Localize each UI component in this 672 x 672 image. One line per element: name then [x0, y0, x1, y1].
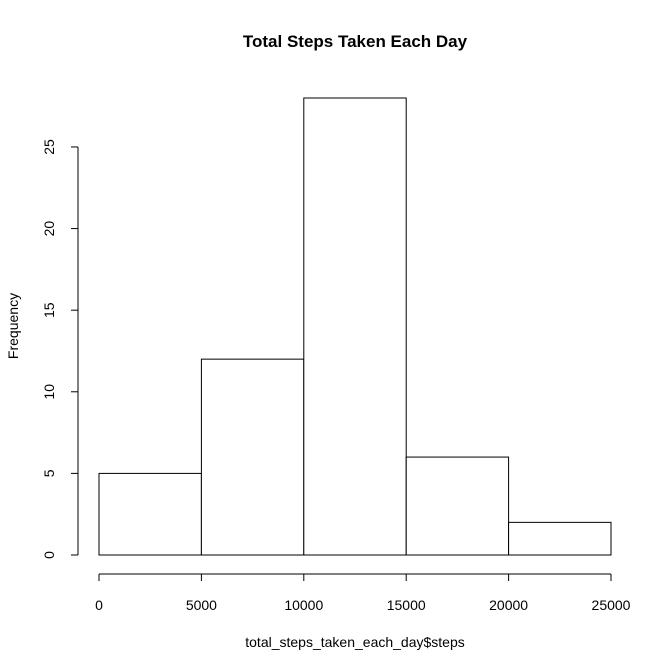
y-tick-label-0: 0 [41, 551, 57, 559]
x-tick-label-0: 0 [95, 597, 103, 613]
x-tick-label-2: 10000 [284, 597, 323, 613]
bars-group [98, 97, 612, 556]
y-tick-label-1: 5 [41, 469, 57, 477]
bar-4 [508, 521, 612, 556]
y-tick-label-3: 15 [41, 302, 57, 318]
bar-1 [200, 358, 305, 556]
x-tick-label-1: 5000 [186, 597, 217, 613]
y-axis: 0 5 10 15 20 25 [41, 139, 79, 559]
x-tick-label-5: 25000 [592, 597, 631, 613]
x-axis-label: total_steps_taken_each_day$steps [245, 634, 465, 650]
x-tick-label-3: 15000 [387, 597, 426, 613]
chart-title: Total Steps Taken Each Day [243, 32, 468, 51]
y-tick-label-2: 10 [41, 384, 57, 400]
bar-3 [405, 456, 510, 556]
y-axis-label: Frequency [5, 293, 21, 359]
x-tick-label-4: 20000 [489, 597, 528, 613]
y-tick-label-5: 25 [41, 139, 57, 155]
bar-0 [98, 472, 202, 556]
bar-2 [303, 97, 407, 556]
x-axis: 0 5000 10000 15000 20000 25000 [95, 573, 631, 613]
y-tick-label-4: 20 [41, 221, 57, 237]
